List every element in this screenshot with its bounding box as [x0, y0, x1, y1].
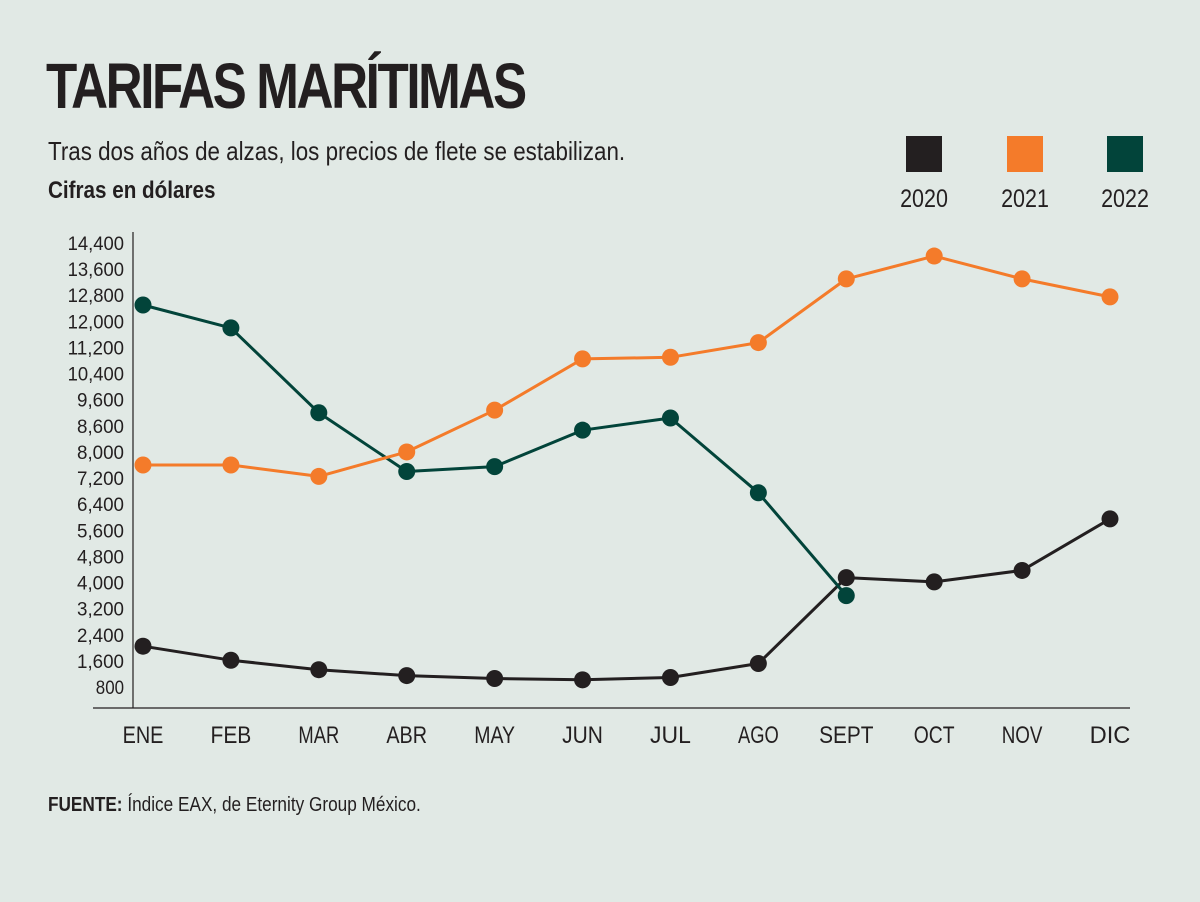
series-line-2021: [143, 254, 1111, 478]
x-tick-label: ABR: [386, 722, 427, 749]
data-point-2021-jul: [661, 348, 679, 366]
data-point-2020-may: [486, 670, 504, 688]
x-tick-label: ENE: [123, 722, 164, 749]
source-text: Índice EAX, de Eternity Group México.: [127, 794, 421, 816]
legend-label-2020: 2020: [900, 185, 948, 213]
data-point-2020-mar: [310, 661, 328, 679]
legend-swatch-2021: [1007, 136, 1043, 172]
legend-swatch-2022: [1107, 136, 1143, 172]
data-point-2021-may: [486, 401, 504, 419]
y-tick-label: 11,200: [68, 338, 124, 359]
legend-item-2021: 2021: [985, 136, 1065, 214]
data-point-2022-may: [486, 458, 504, 476]
data-point-2020-ene: [134, 637, 152, 655]
y-tick-label: 6,400: [77, 495, 124, 516]
x-tick-label: MAY: [474, 722, 515, 749]
data-point-2021-ago: [749, 334, 767, 352]
series-2022: [134, 296, 855, 605]
data-point-2020-abr: [398, 667, 416, 685]
series-line-2020: [142, 517, 1111, 682]
data-point-2020-jun: [574, 671, 592, 689]
legend-label-2021: 2021: [1001, 185, 1049, 213]
x-tick-label: SEPT: [819, 722, 874, 749]
y-tick-label: 12,800: [68, 286, 124, 307]
data-point-2020-jul: [661, 669, 679, 687]
data-point-2021-feb: [222, 456, 240, 474]
data-point-2022-sept: [837, 587, 855, 605]
data-point-2021-oct: [925, 247, 943, 265]
x-tick-label: NOV: [1002, 722, 1043, 749]
series-line-2022: [142, 303, 848, 597]
y-tick-label: 3,200: [77, 600, 124, 621]
data-point-2020-dic: [1101, 510, 1119, 528]
data-point-2020-oct: [925, 573, 943, 591]
data-point-2022-ago: [749, 484, 767, 502]
data-point-2020-feb: [222, 651, 240, 669]
y-tick-label: 5,600: [77, 521, 124, 542]
chart-title: TARIFAS MARÍTIMAS: [46, 50, 527, 122]
series-2020: [134, 510, 1119, 689]
legend-item-2020: 2020: [884, 136, 964, 214]
y-tick-label: 2,400: [77, 626, 124, 647]
y-tick-label: 8,000: [77, 443, 124, 464]
data-point-2021-dic: [1101, 288, 1119, 306]
data-point-2021-abr: [398, 443, 416, 461]
y-tick-label: 14,400: [68, 234, 124, 255]
y-tick-label: 13,600: [68, 260, 124, 281]
chart-subtitle: Tras dos años de alzas, los precios de f…: [48, 136, 626, 166]
data-point-2021-nov: [1013, 270, 1031, 288]
data-point-2020-sept: [837, 569, 855, 587]
series-2021: [134, 247, 1119, 485]
y-tick-label: 7,200: [77, 469, 124, 490]
data-point-2021-ene: [134, 456, 152, 474]
legend-swatch-2020: [906, 136, 942, 172]
y-tick-label: 1,600: [77, 652, 124, 673]
data-point-2020-ago: [749, 654, 767, 672]
data-point-2022-ene: [134, 296, 152, 314]
y-axis-unit-label: Cifras en dólares: [48, 177, 216, 204]
data-point-2021-sept: [837, 270, 855, 288]
y-tick-label: 4,800: [77, 547, 124, 568]
legend-item-2022: 2022: [1085, 136, 1165, 214]
x-tick-label: DIC: [1090, 722, 1131, 749]
x-tick-label: JUL: [650, 722, 691, 749]
data-point-2021-mar: [310, 467, 328, 485]
data-point-2022-mar: [310, 404, 328, 422]
y-tick-label: 4,000: [77, 574, 124, 595]
source-note: FUENTE: Índice EAX, de Eternity Group Mé…: [48, 792, 421, 818]
x-tick-label: JUN: [562, 722, 603, 749]
y-tick-label: 8,600: [77, 417, 124, 438]
y-tick-label: 10,400: [68, 365, 124, 386]
data-point-2021-jun: [574, 350, 592, 368]
y-tick-label: 800: [96, 678, 124, 699]
x-tick-label: AGO: [738, 722, 779, 749]
data-point-2022-abr: [398, 463, 416, 481]
x-tick-label: MAR: [298, 722, 339, 749]
y-tick-label: 12,000: [68, 312, 124, 333]
data-point-2022-feb: [222, 319, 240, 337]
data-point-2022-jul: [661, 409, 679, 427]
x-tick-label: FEB: [211, 722, 252, 749]
x-tick-label: OCT: [914, 722, 955, 749]
data-point-2022-jun: [574, 421, 592, 439]
data-point-2020-nov: [1013, 561, 1031, 579]
source-label: FUENTE:: [48, 794, 123, 816]
y-tick-label: 9,600: [77, 391, 124, 412]
legend-label-2022: 2022: [1101, 185, 1149, 213]
